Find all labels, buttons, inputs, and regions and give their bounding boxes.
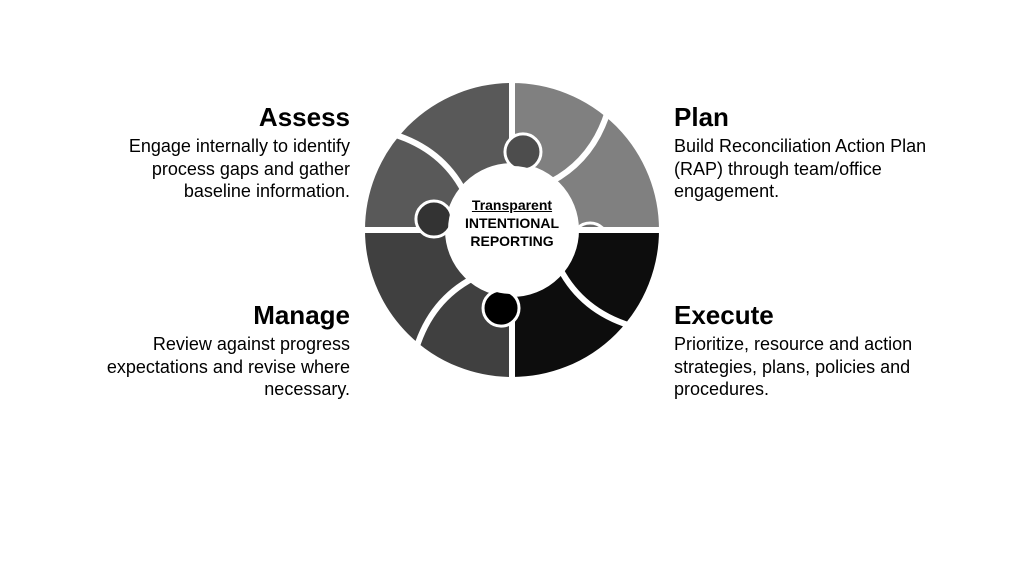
manage-body: Review against progress expectations and…	[90, 333, 350, 401]
quadrant-execute: Execute Prioritize, resource and action …	[674, 300, 934, 401]
execute-title: Execute	[674, 300, 934, 331]
ring-knob-execute	[483, 290, 519, 326]
quadrant-manage: Manage Review against progress expectati…	[90, 300, 350, 401]
assess-title: Assess	[90, 102, 350, 133]
center-label-line2: INTENTIONAL	[442, 214, 582, 232]
assess-body: Engage internally to identify process ga…	[90, 135, 350, 203]
center-label-line3: REPORTING	[442, 232, 582, 250]
quadrant-assess: Assess Engage internally to identify pro…	[90, 102, 350, 203]
diagram-container: Transparent INTENTIONAL REPORTING Assess…	[0, 0, 1024, 576]
ring-knob-assess	[505, 134, 541, 170]
manage-title: Manage	[90, 300, 350, 331]
execute-body: Prioritize, resource and action strategi…	[674, 333, 934, 401]
center-label-line1: Transparent	[442, 196, 582, 214]
plan-title: Plan	[674, 102, 934, 133]
quadrant-plan: Plan Build Reconciliation Action Plan (R…	[674, 102, 934, 203]
plan-body: Build Reconciliation Action Plan (RAP) t…	[674, 135, 934, 203]
center-label: Transparent INTENTIONAL REPORTING	[442, 196, 582, 251]
